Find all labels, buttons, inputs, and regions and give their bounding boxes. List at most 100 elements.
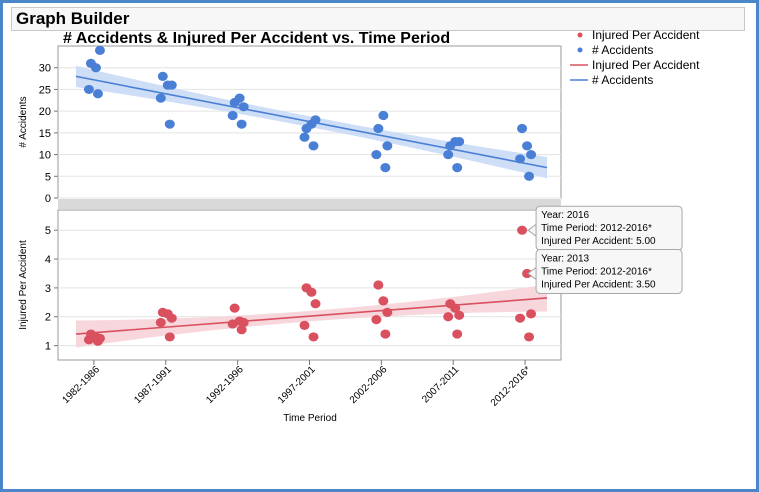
accidents-point: [94, 45, 105, 55]
injured-fit-line: [75, 297, 548, 335]
injured-point: [382, 307, 393, 318]
injured-point: [515, 313, 526, 323]
injured-point: [526, 309, 537, 319]
accidents-point: [515, 154, 526, 164]
injured-point: [308, 332, 319, 342]
x-tick-label: 2012-2016*: [489, 364, 533, 408]
injured-point: [378, 296, 389, 306]
accidents-y-tick-label: 15: [39, 128, 51, 140]
accidents-point: [238, 102, 249, 112]
tooltip-line: Year: 2013: [541, 253, 589, 264]
x-axis: 1982-1986 1987-1991 1992-1996 1997-2001 2002…: [60, 360, 533, 409]
legend-label: # Accidents: [592, 73, 653, 87]
accidents-point: [382, 141, 393, 151]
injured-y-tick-label: 2: [45, 312, 51, 324]
accidents-y-tick-label: 10: [39, 150, 51, 162]
accidents-point: [378, 110, 389, 121]
accidents-point: [517, 123, 528, 134]
legend-label: # Accidents: [592, 43, 653, 57]
tooltip-box: [535, 248, 683, 294]
injured-point: [517, 225, 528, 235]
accidents-y-tick-label: 25: [39, 84, 51, 96]
accidents-point: [524, 171, 535, 181]
accidents-point: [526, 149, 537, 160]
legend-label: Injured Per Accident: [592, 58, 700, 72]
legend-marker-accidents: [577, 47, 583, 53]
accidents-point: [227, 110, 238, 121]
accidents-point: [236, 119, 247, 129]
tooltips: Year: 2016 Time Period: 2012-2016* Injured…: [527, 205, 683, 294]
x-tick-label: 1997-2001: [276, 364, 318, 406]
accidents-point: [299, 132, 310, 142]
tooltip-line: Time Period: 2012-2016*: [541, 266, 652, 277]
tooltip-line: Injured Per Accident: 5.00: [541, 236, 656, 247]
accidents-point: [90, 63, 101, 73]
injured-point: [310, 299, 321, 309]
accidents-point: [157, 71, 168, 81]
tooltip-line: Time Period: 2012-2016*: [541, 223, 652, 234]
accidents-point: [443, 149, 454, 160]
injured-y-tick-label: 4: [45, 254, 51, 266]
injured-y-tick-label: 3: [45, 283, 51, 295]
x-tick-label: 1982-1986: [60, 364, 102, 406]
injured-point: [227, 319, 238, 329]
injured-point: [454, 310, 465, 320]
chart-title: # Accidents & Injured Per Accident vs. T…: [63, 30, 450, 47]
accidents-point: [310, 115, 321, 125]
injured-point: [236, 325, 247, 335]
x-axis-title: Time Period: [283, 413, 337, 424]
accidents-point: [155, 93, 166, 103]
accidents-point: [454, 136, 465, 147]
injured-point: [373, 280, 384, 290]
accidents-point: [452, 163, 463, 173]
tooltip-line: Year: 2016: [541, 210, 589, 221]
injured-point: [164, 332, 175, 342]
accidents-point: [166, 80, 177, 90]
accidents-y-tick-label: 5: [45, 171, 51, 183]
injured-point: [155, 317, 166, 328]
x-tick-label: 1992-1996: [204, 364, 246, 406]
injured-point: [522, 268, 533, 279]
legend-label: Injured Per Accident: [592, 28, 700, 42]
injured-point: [306, 287, 317, 297]
injured-y-tick-label: 1: [45, 341, 51, 353]
injured-point: [229, 303, 240, 313]
legend-marker-injured: [577, 32, 583, 38]
injured-point: [371, 315, 382, 325]
accidents-point: [380, 163, 391, 173]
accidents-y-tick-label: 20: [39, 106, 51, 118]
accidents-y-tick-label: 30: [39, 63, 51, 75]
injured-point: [238, 317, 249, 328]
accidents-panel: 0 5 10 15 20 25 30 # Accidents: [18, 45, 562, 209]
injured-point: [92, 336, 103, 346]
accidents-point: [164, 119, 175, 129]
injured-point: [299, 320, 310, 330]
panel-separator: [58, 199, 561, 209]
accidents-point: [234, 93, 245, 103]
injured-y-tick-label: 5: [45, 225, 51, 237]
x-tick-label: 1987-1991: [132, 364, 174, 406]
injured-panel: 1 2 3 4 5 Injured Per Accident: [18, 209, 562, 361]
x-tick-label: 2007-2011: [420, 364, 461, 405]
accidents-point: [308, 141, 319, 151]
x-tick-label: 2002-2006: [348, 364, 390, 406]
injured-point: [380, 329, 391, 339]
accidents-y-tick-label: 0: [45, 193, 51, 205]
tooltip-line: Injured Per Accident: 3.50: [541, 279, 656, 290]
accidents-point: [373, 123, 384, 134]
accidents-point: [92, 89, 103, 99]
accidents-point: [371, 149, 382, 160]
graph-builder-titlebar[interactable]: Graph Builder: [11, 7, 745, 31]
accidents-point: [83, 84, 94, 95]
injured-point: [452, 329, 463, 339]
accidents-point: [522, 141, 533, 151]
accidents-y-axis-title: # Accidents: [18, 96, 29, 147]
injured-y-axis-title: Injured Per Accident: [18, 240, 29, 330]
injured-point: [524, 332, 535, 342]
injured-point: [443, 312, 454, 322]
app-title: Graph Builder: [16, 9, 130, 28]
injured-point: [450, 303, 461, 313]
injured-point: [83, 335, 94, 345]
